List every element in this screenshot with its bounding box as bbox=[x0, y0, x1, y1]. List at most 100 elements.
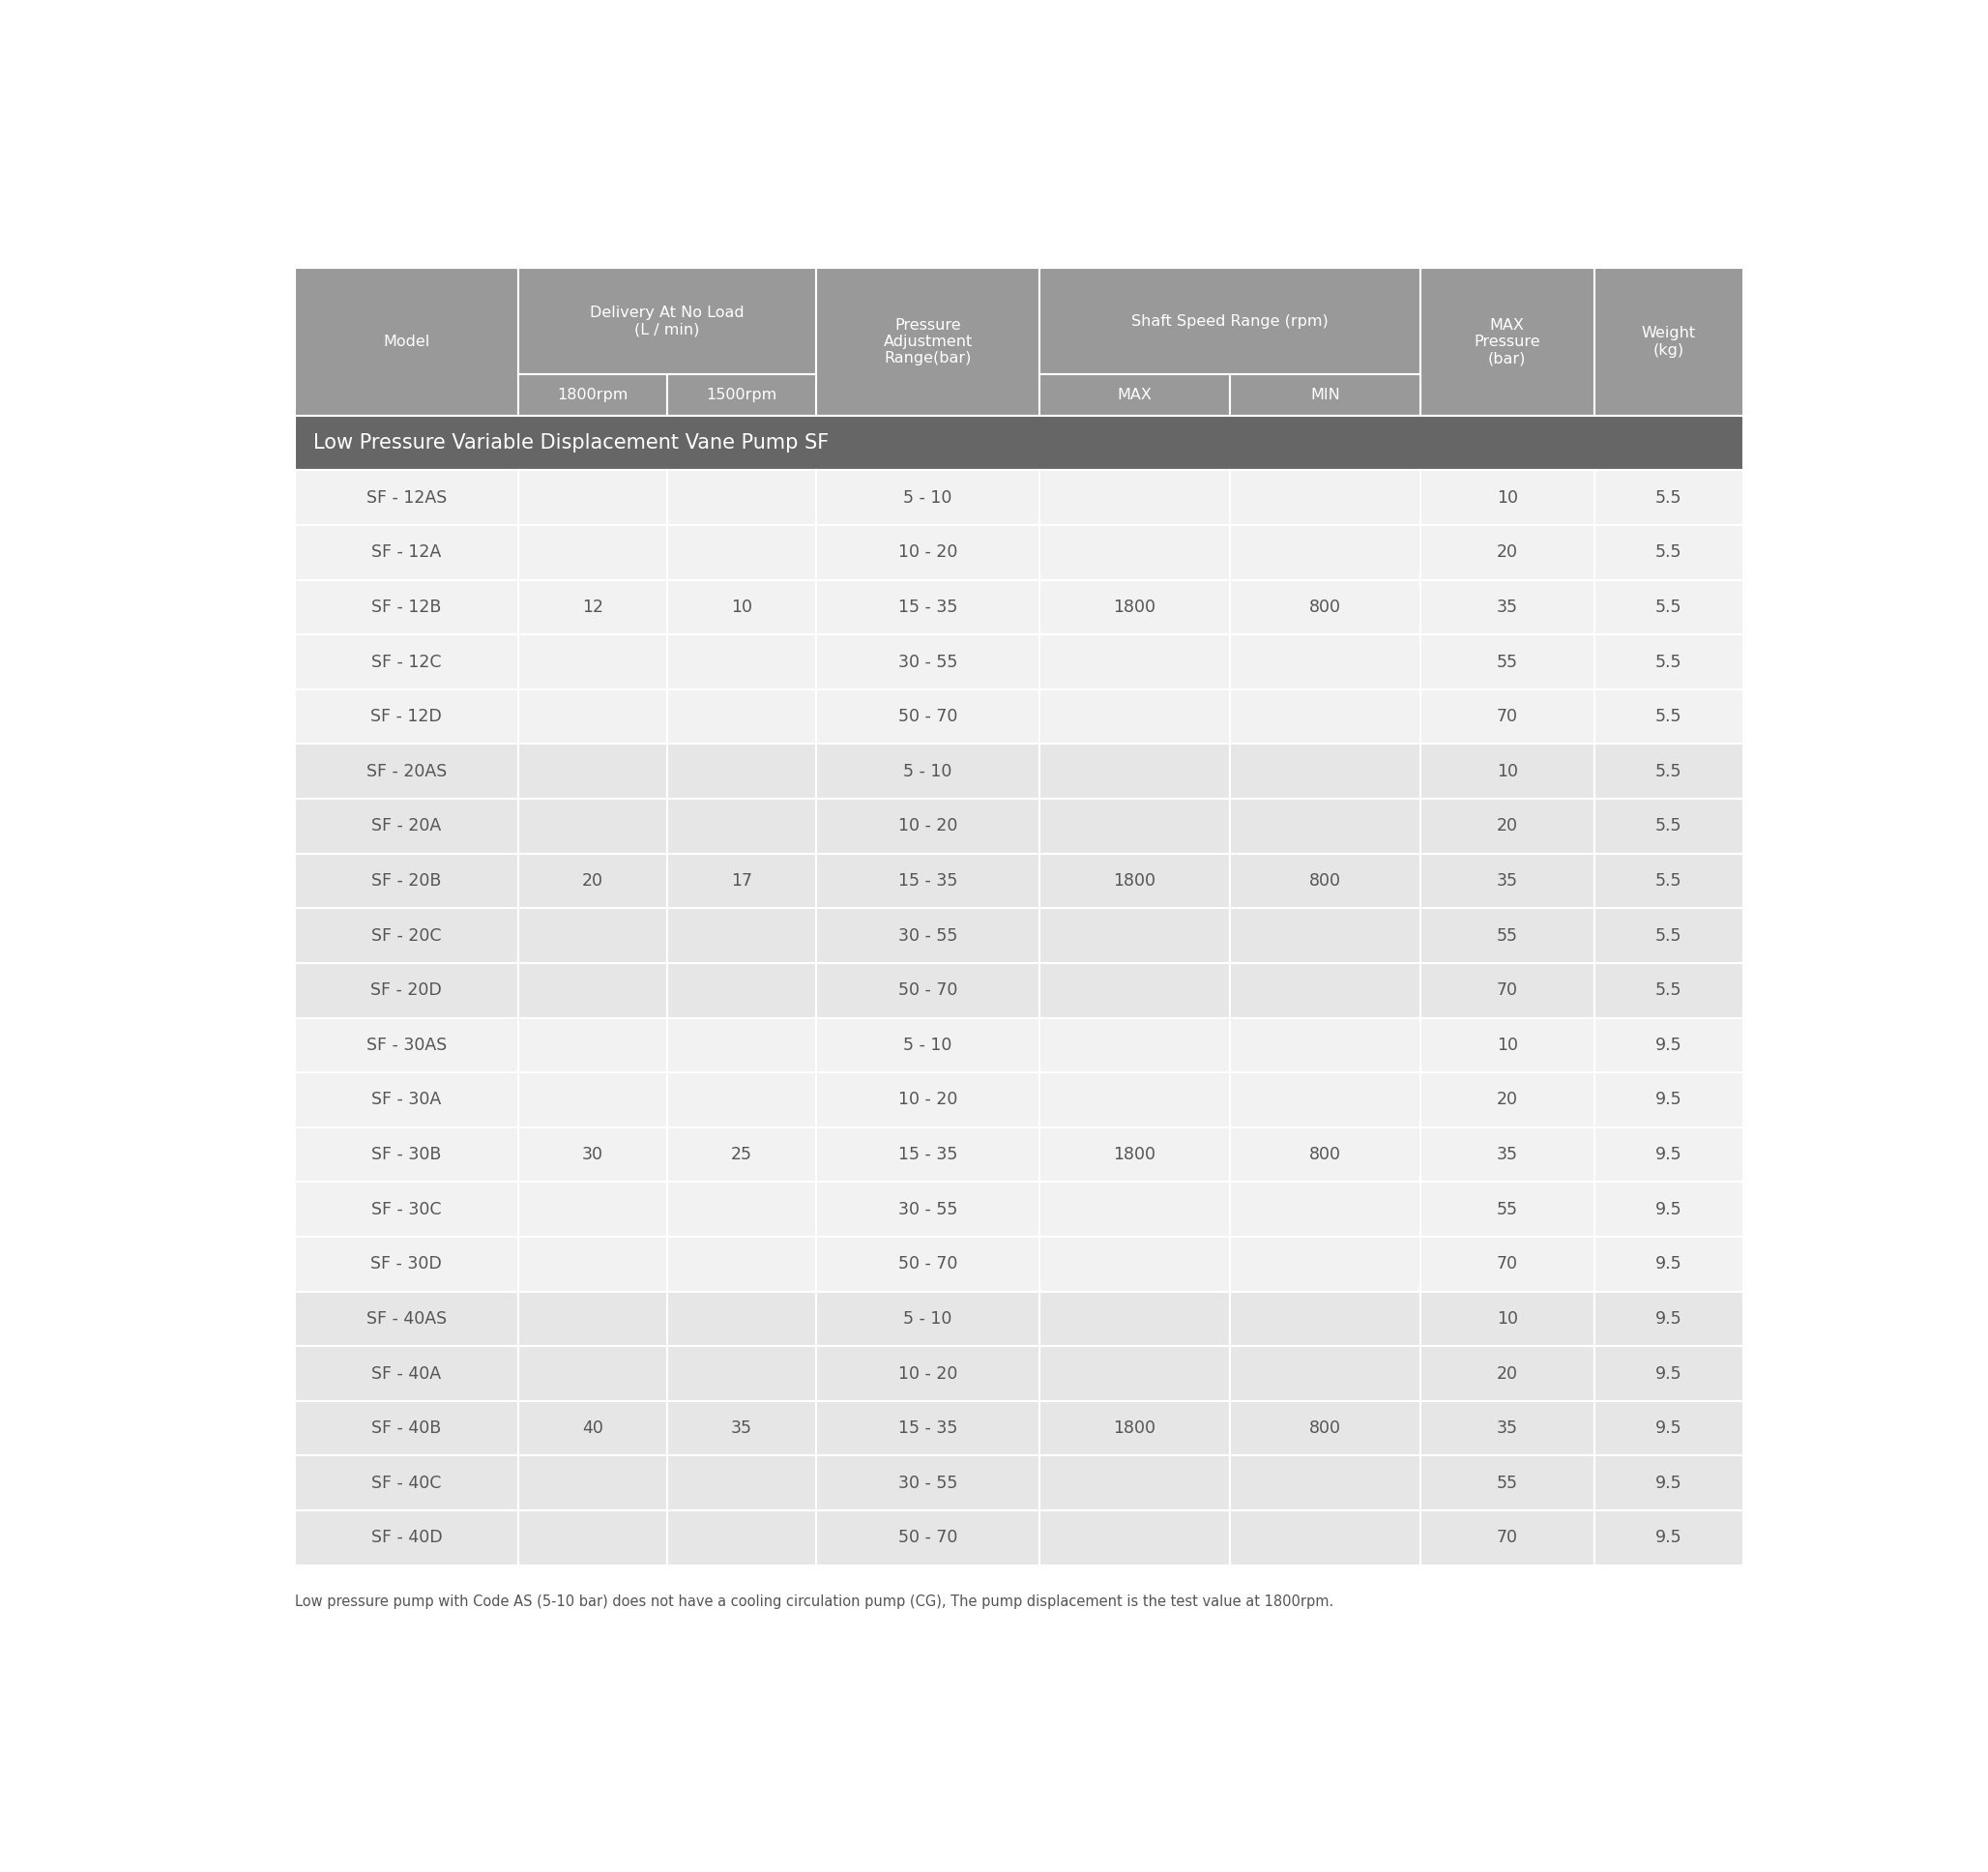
Bar bbox=[817, 268, 1040, 416]
Bar bbox=[1594, 268, 1743, 416]
Bar bbox=[1231, 1181, 1419, 1237]
Bar bbox=[817, 580, 1040, 635]
Bar bbox=[1594, 743, 1743, 799]
Bar bbox=[817, 1511, 1040, 1565]
Text: 55: 55 bbox=[1497, 1200, 1517, 1219]
Text: SF - 12C: SF - 12C bbox=[372, 653, 441, 670]
Text: 30 - 55: 30 - 55 bbox=[899, 1200, 958, 1219]
Bar bbox=[1231, 470, 1419, 524]
Bar bbox=[1231, 1456, 1419, 1511]
Bar bbox=[1594, 1181, 1743, 1237]
Bar bbox=[1594, 854, 1743, 908]
Text: 5.5: 5.5 bbox=[1656, 599, 1682, 616]
Bar bbox=[1040, 743, 1231, 799]
Text: SF - 12B: SF - 12B bbox=[372, 599, 441, 616]
Bar bbox=[519, 854, 668, 908]
Text: 35: 35 bbox=[1497, 1146, 1517, 1163]
Bar bbox=[1419, 268, 1594, 416]
Bar bbox=[668, 799, 817, 854]
Bar bbox=[1419, 1346, 1594, 1400]
Bar bbox=[1594, 1456, 1743, 1511]
Text: 1800: 1800 bbox=[1113, 1146, 1155, 1163]
Bar bbox=[1419, 524, 1594, 580]
Text: 5.5: 5.5 bbox=[1656, 872, 1682, 889]
Bar bbox=[1594, 799, 1743, 854]
Text: 10: 10 bbox=[1497, 1310, 1517, 1327]
Text: 70: 70 bbox=[1497, 981, 1517, 1000]
Text: 5 - 10: 5 - 10 bbox=[903, 489, 952, 505]
Bar bbox=[519, 580, 668, 635]
Bar bbox=[519, 374, 668, 416]
Bar bbox=[1040, 374, 1231, 416]
Bar bbox=[1231, 1511, 1419, 1565]
Text: SF - 40D: SF - 40D bbox=[372, 1529, 441, 1546]
Text: SF - 20C: SF - 20C bbox=[372, 927, 441, 943]
Bar bbox=[294, 1346, 519, 1400]
Bar bbox=[1231, 374, 1419, 416]
Bar bbox=[1040, 1456, 1231, 1511]
Bar bbox=[294, 1181, 519, 1237]
Bar bbox=[294, 743, 519, 799]
Text: 40: 40 bbox=[582, 1419, 602, 1438]
Bar bbox=[294, 1456, 519, 1511]
Text: 35: 35 bbox=[732, 1419, 751, 1438]
Bar bbox=[817, 1346, 1040, 1400]
Bar bbox=[1594, 1237, 1743, 1292]
Bar bbox=[817, 962, 1040, 1018]
Bar bbox=[1594, 470, 1743, 524]
Bar bbox=[1419, 635, 1594, 689]
Bar bbox=[668, 1018, 817, 1073]
Bar bbox=[817, 1400, 1040, 1456]
Text: 15 - 35: 15 - 35 bbox=[899, 599, 958, 616]
Bar bbox=[519, 524, 668, 580]
Bar bbox=[294, 908, 519, 962]
Text: 800: 800 bbox=[1310, 599, 1342, 616]
Bar bbox=[1040, 908, 1231, 962]
Text: 9.5: 9.5 bbox=[1656, 1256, 1682, 1273]
Text: 30 - 55: 30 - 55 bbox=[899, 1475, 958, 1492]
Text: 50 - 70: 50 - 70 bbox=[899, 981, 958, 1000]
Bar bbox=[519, 1073, 668, 1127]
Text: 10: 10 bbox=[1497, 1037, 1517, 1054]
Bar bbox=[1040, 635, 1231, 689]
Bar bbox=[817, 1292, 1040, 1346]
Text: 10: 10 bbox=[1497, 489, 1517, 505]
Bar bbox=[519, 1511, 668, 1565]
Text: 15 - 35: 15 - 35 bbox=[899, 872, 958, 889]
Text: 9.5: 9.5 bbox=[1656, 1365, 1682, 1382]
Bar bbox=[668, 1292, 817, 1346]
Text: Pressure
Adjustment
Range(bar): Pressure Adjustment Range(bar) bbox=[883, 318, 972, 365]
Bar bbox=[519, 268, 817, 374]
Bar bbox=[1594, 1073, 1743, 1127]
Bar bbox=[668, 580, 817, 635]
Bar bbox=[519, 962, 668, 1018]
Text: 50 - 70: 50 - 70 bbox=[899, 708, 958, 724]
Text: 50 - 70: 50 - 70 bbox=[899, 1256, 958, 1273]
Bar bbox=[294, 689, 519, 743]
Bar bbox=[1040, 799, 1231, 854]
Text: Model: Model bbox=[384, 335, 429, 348]
Text: 9.5: 9.5 bbox=[1656, 1310, 1682, 1327]
Text: SF - 40C: SF - 40C bbox=[372, 1475, 441, 1492]
Bar bbox=[1594, 524, 1743, 580]
Bar bbox=[294, 268, 519, 416]
Bar bbox=[668, 1237, 817, 1292]
Text: 35: 35 bbox=[1497, 1419, 1517, 1438]
Text: 5 - 10: 5 - 10 bbox=[903, 762, 952, 781]
Text: 10 - 20: 10 - 20 bbox=[899, 543, 958, 562]
Text: 50 - 70: 50 - 70 bbox=[899, 1529, 958, 1546]
Bar bbox=[294, 635, 519, 689]
Text: MIN: MIN bbox=[1310, 388, 1340, 402]
Text: 70: 70 bbox=[1497, 1529, 1517, 1546]
Bar bbox=[1419, 1511, 1594, 1565]
Bar bbox=[1419, 743, 1594, 799]
Bar bbox=[1594, 635, 1743, 689]
Bar bbox=[1040, 854, 1231, 908]
Bar bbox=[294, 1237, 519, 1292]
Text: Delivery At No Load
(L / min): Delivery At No Load (L / min) bbox=[590, 305, 744, 337]
Text: 9.5: 9.5 bbox=[1656, 1529, 1682, 1546]
Text: 9.5: 9.5 bbox=[1656, 1091, 1682, 1108]
Text: 15 - 35: 15 - 35 bbox=[899, 1419, 958, 1438]
Text: SF - 20D: SF - 20D bbox=[372, 981, 441, 1000]
Text: 25: 25 bbox=[732, 1146, 751, 1163]
